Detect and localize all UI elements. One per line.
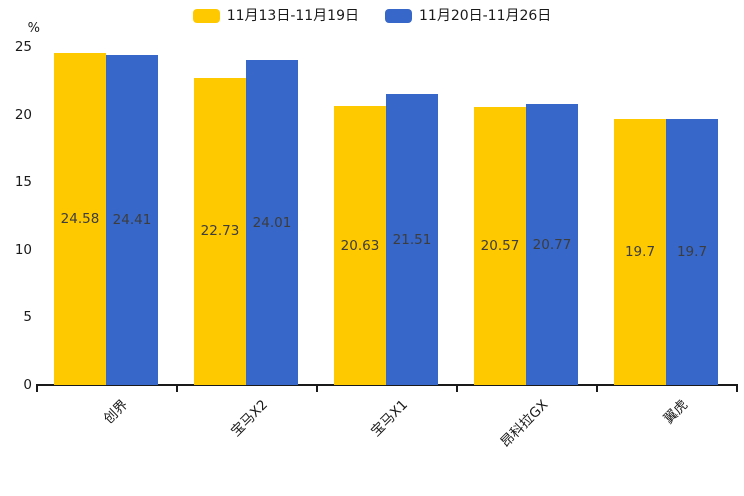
y-tick-label: 0 <box>23 377 32 393</box>
y-axis-unit-label: % <box>27 21 40 36</box>
bar-value-label: 20.77 <box>532 236 572 253</box>
x-category-label: 宝马X1 <box>368 396 412 440</box>
legend-item-label: 11月13日-11月19日 <box>226 8 359 24</box>
bar-value-label: 19.7 <box>624 243 656 260</box>
legend-swatch-icon <box>385 9 412 23</box>
bar <box>474 106 526 385</box>
y-tick-label: 15 <box>14 174 32 191</box>
x-axis-tick <box>456 386 458 392</box>
bar <box>246 60 298 385</box>
x-axis-tick <box>736 386 738 392</box>
x-category-label: 宝马X2 <box>228 396 272 440</box>
x-axis-tick <box>316 386 318 392</box>
x-category-label: 翼虎 <box>660 396 692 428</box>
bar <box>106 54 158 385</box>
y-tick-label: 20 <box>14 106 32 123</box>
bar-value-label: 19.7 <box>676 243 708 260</box>
bar-value-label: 22.73 <box>200 223 240 240</box>
legend-item: 11月20日-11月26日 <box>385 7 551 25</box>
y-tick-label: 5 <box>23 309 32 326</box>
bar-value-label: 24.01 <box>252 214 292 231</box>
x-axis-tick <box>176 386 178 392</box>
bar-value-label: 20.57 <box>480 237 520 254</box>
legend-item-label: 11月20日-11月26日 <box>419 8 552 24</box>
legend-swatch-icon <box>192 9 220 23</box>
bar <box>334 106 386 385</box>
bar <box>666 118 718 385</box>
x-axis-tick <box>36 386 38 392</box>
bar <box>526 104 578 385</box>
bar <box>614 118 666 385</box>
x-category-label: 创界 <box>100 396 132 428</box>
x-axis-line <box>36 384 738 386</box>
bar <box>386 94 438 385</box>
bar-value-label: 24.41 <box>112 211 152 228</box>
y-tick-label: 25 <box>14 39 32 55</box>
x-category-label: 昂科拉GX <box>497 396 552 451</box>
legend-item: 11月13日-11月19日 <box>192 7 359 25</box>
bar-value-label: 24.58 <box>60 210 100 227</box>
y-tick-label: 10 <box>14 241 32 258</box>
bar <box>194 77 246 385</box>
bar-value-label: 20.63 <box>340 237 380 254</box>
bar <box>54 52 106 385</box>
bar-value-label: 21.51 <box>392 231 432 248</box>
legend: 11月13日-11月19日 11月20日-11月26日 <box>0 7 744 25</box>
x-axis-tick <box>596 386 598 392</box>
